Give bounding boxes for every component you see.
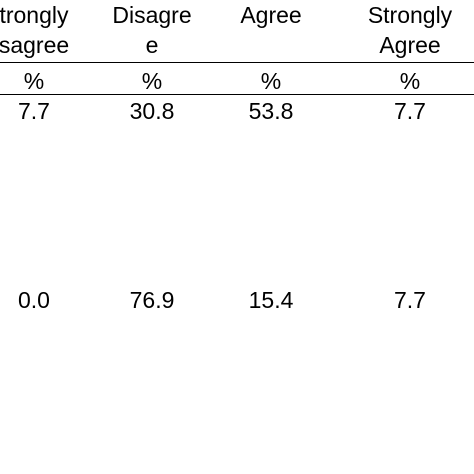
header-strongly-agree-line1: Strongly [367,2,453,28]
unit-label: % [260,68,282,94]
table-cell: 76.9 [129,287,175,313]
header-strongly-agree-line2: Agree [379,32,441,58]
table-cell: 7.7 [394,98,426,124]
header-disagree-line1: Disagre [112,2,192,28]
header-strongly-disagree-line2: sagree [0,32,70,58]
table-cell: 7.7 [394,287,426,313]
header-strongly-disagree-line1: trongly [0,2,69,28]
table-cell: 30.8 [129,98,175,124]
header-divider [0,62,474,63]
unit-label: % [141,68,163,94]
table-cell: 53.8 [248,98,294,124]
unit-label: % [399,68,421,94]
table-cell: 15.4 [248,287,294,313]
table-cell: 0.0 [18,287,50,313]
header-disagree-line2: e [145,32,159,58]
unit-divider [0,94,474,95]
table-cell: 7.7 [18,98,50,124]
unit-label: % [23,68,45,94]
header-agree-line1: Agree [240,2,302,28]
